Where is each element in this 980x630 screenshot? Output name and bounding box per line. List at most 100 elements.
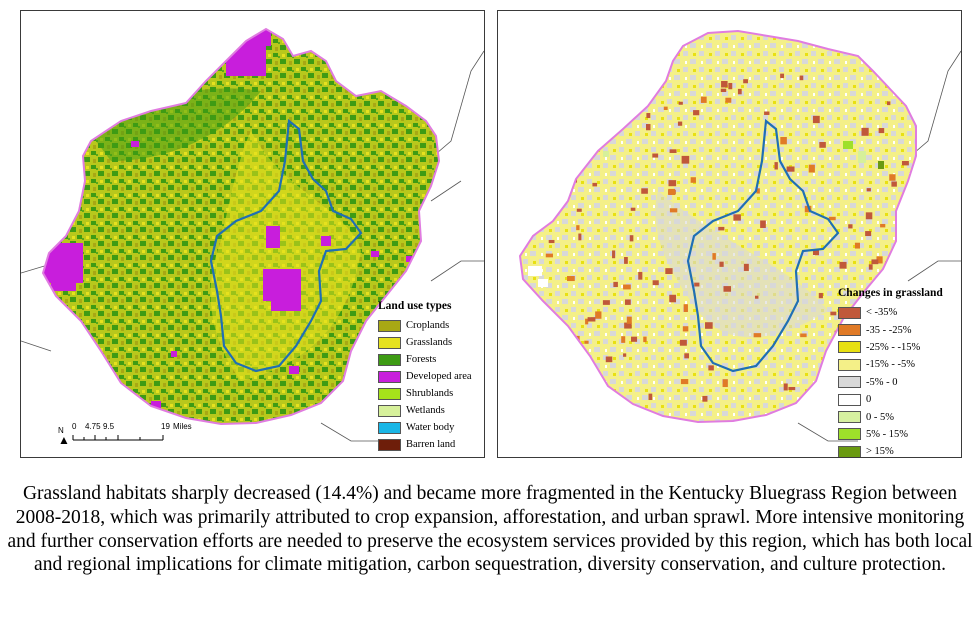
- loss-patch: [799, 75, 804, 81]
- loss-patch: [668, 180, 677, 187]
- land-use-legend-label: Shrublands: [406, 388, 454, 399]
- scale-tick-1: 4.75: [85, 422, 101, 431]
- grassland-change-legend-title: Changes in grassland: [838, 287, 943, 299]
- grassland-change-legend-label: 5% - 15%: [866, 428, 908, 440]
- land-use-legend-swatch: [378, 353, 401, 366]
- loss-patch: [587, 317, 596, 322]
- loss-patch: [624, 256, 628, 264]
- inner-bluegrass-boundary: [209, 118, 363, 373]
- north-label: N: [58, 426, 64, 435]
- loss-patch: [819, 141, 826, 148]
- loss-patch: [678, 101, 683, 105]
- land-use-legend-label: Forests: [406, 354, 437, 365]
- gain-patch: [843, 141, 853, 149]
- grassland-change-legend-item: -25% - -15%: [838, 339, 943, 356]
- loss-patch: [708, 365, 714, 371]
- land-use-map: [21, 27, 484, 442]
- loss-patch: [641, 188, 648, 194]
- loss-patch: [669, 149, 677, 153]
- loss-patch: [904, 226, 911, 232]
- land-use-legend-item: Grasslands: [378, 334, 472, 351]
- developed-patch: [151, 401, 161, 409]
- loss-patch: [725, 97, 732, 103]
- loss-patch: [624, 299, 631, 305]
- loss-patch: [848, 224, 853, 229]
- loss-patch: [540, 193, 546, 197]
- grassland-change-legend-swatch: [838, 341, 861, 354]
- land-use-legend-label: Water body: [406, 422, 455, 433]
- gain-patch: [858, 151, 866, 163]
- loss-patch: [907, 75, 912, 82]
- land-use-legend-swatch: [378, 336, 401, 349]
- loss-patch: [788, 386, 796, 391]
- loss-patch: [543, 115, 549, 122]
- study-region-boundary: [518, 29, 917, 424]
- loss-patch: [599, 121, 604, 127]
- land-use-legend-label: Wetlands: [406, 405, 445, 416]
- loss-patch: [871, 259, 879, 265]
- loss-patch: [694, 282, 700, 287]
- land-use-legend-title: Land use types: [378, 300, 452, 312]
- loss-patch: [624, 322, 632, 329]
- grassland-change-legend-swatch: [838, 376, 861, 389]
- scale-unit: Miles: [173, 422, 192, 431]
- loss-patch: [854, 242, 860, 249]
- land-use-legend-label: Grasslands: [406, 337, 453, 348]
- loss-patch: [760, 220, 766, 228]
- gain-patch: [603, 151, 609, 157]
- loss-patch: [646, 113, 651, 119]
- loss-patch: [568, 94, 574, 98]
- developed-patch: [289, 366, 299, 374]
- loss-patch: [652, 280, 659, 286]
- grassland-change-legend-label: -25% - -15%: [866, 341, 921, 353]
- north-arrow-icon: ▲: [58, 433, 70, 447]
- loss-patch: [764, 111, 770, 115]
- grassland-change-legend-label: -5% - 0: [866, 376, 898, 388]
- grassland-change-legend-label: 0: [866, 394, 872, 406]
- loss-patch: [878, 128, 885, 134]
- grassland-change-legend-swatch: [838, 306, 861, 319]
- grassland-change-legend-item: < -35%: [838, 304, 943, 321]
- loss-patch: [545, 253, 553, 258]
- loss-patch: [669, 294, 677, 303]
- land-use-legend-item: Barren land: [378, 436, 472, 453]
- grassland-change-legend-swatch: [838, 428, 861, 441]
- loss-patch: [728, 82, 733, 90]
- grassland-change-legend-item: -35 - -25%: [838, 321, 943, 338]
- developed-patch: [406, 256, 413, 262]
- loss-patch: [603, 88, 612, 92]
- land-use-legend-swatch: [378, 438, 401, 451]
- loss-patch: [682, 326, 689, 332]
- loss-patch: [693, 110, 700, 116]
- loss-patch: [865, 231, 872, 237]
- loss-patch: [572, 116, 580, 124]
- developed-patch: [321, 236, 331, 246]
- loss-patch: [621, 336, 626, 343]
- land-use-legend-label: Croplands: [406, 320, 450, 331]
- grassland-change-legend-item: -5% - 0: [838, 374, 943, 391]
- loss-patch: [597, 103, 603, 109]
- grassland-change-legend-item: 0: [838, 391, 943, 408]
- study-region-boundary: [41, 27, 441, 426]
- gain-patch: [538, 279, 548, 287]
- loss-patch: [756, 188, 760, 194]
- land-use-legend-label: Barren land: [406, 439, 456, 450]
- loss-patch: [663, 106, 668, 110]
- loss-patch: [901, 160, 909, 166]
- developed-patch: [131, 141, 139, 147]
- land-use-legend-swatch: [378, 421, 401, 434]
- loss-patch: [630, 207, 636, 211]
- loss-patch: [681, 155, 690, 164]
- loss-patch: [584, 340, 589, 344]
- loss-patch: [679, 339, 687, 346]
- loss-patch: [702, 395, 708, 402]
- land-use-legend-swatch: [378, 387, 401, 400]
- loss-patch: [737, 88, 742, 95]
- land-use-legend-item: Water body: [378, 419, 472, 436]
- loss-patch: [886, 101, 891, 106]
- loss-patch: [839, 261, 847, 269]
- land-use-legend-swatch: [378, 319, 401, 332]
- developed-patch: [51, 261, 76, 291]
- inner-bluegrass-boundary: [686, 118, 840, 373]
- loss-patch: [829, 408, 835, 414]
